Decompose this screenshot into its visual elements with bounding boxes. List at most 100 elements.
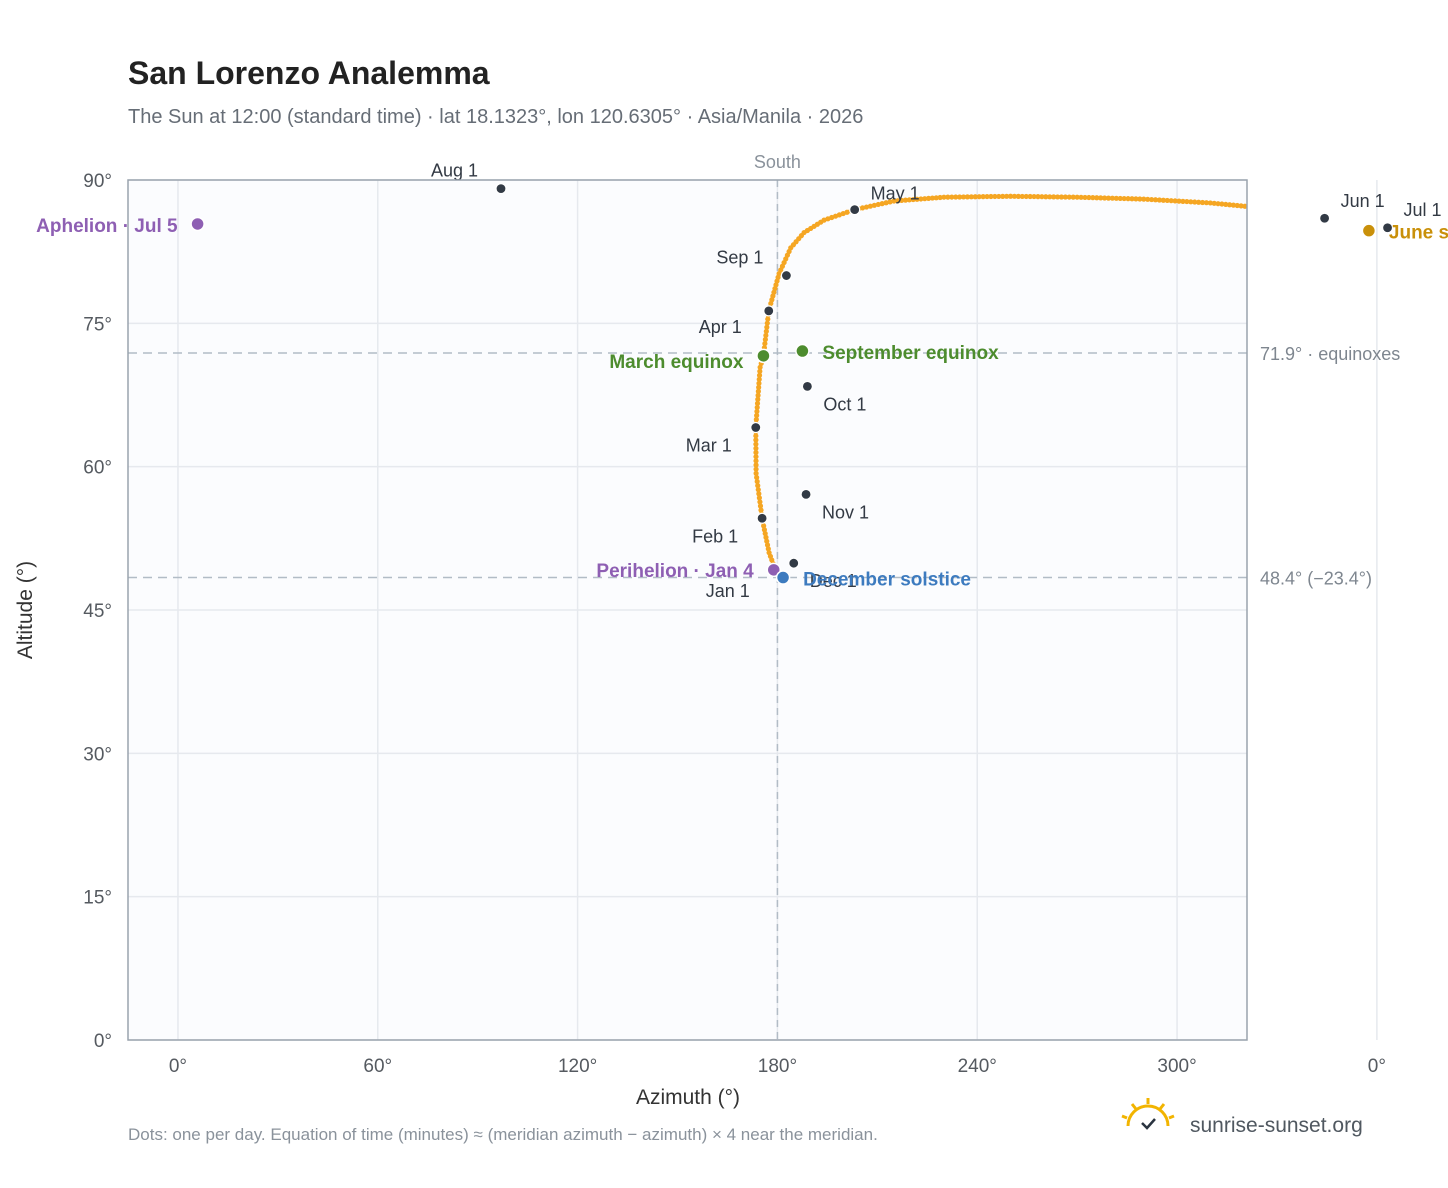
daily-dot [1180,198,1186,204]
daily-dot [960,194,967,200]
daily-dot [1160,197,1166,203]
x-tick-label: 240° [958,1056,997,1077]
daily-path [753,193,1248,574]
daily-dot [937,194,943,201]
month-label: Sep 1 [716,248,763,268]
daily-dot [1000,193,1006,199]
month-marker [756,512,768,524]
x-tick-label: 0° [1368,1056,1386,1077]
daily-dot [753,441,759,447]
daily-dot [887,199,893,205]
daily-dot [1082,194,1088,201]
daily-dot [758,507,764,513]
daily-dot [1211,200,1217,206]
daily-dot [1207,200,1213,206]
daily-dot [1188,199,1194,205]
reference-line-label: 48.4° (−23.4°) [1260,569,1372,589]
daily-dot [1109,195,1116,201]
daily-dot [1164,197,1170,204]
month-marker [801,380,813,392]
event-label: June solstice [1389,223,1448,244]
daily-dot [1074,194,1080,200]
daily-dot [1011,193,1018,199]
daily-dot [976,194,982,200]
daily-dot [1086,194,1092,201]
daily-dot [1168,198,1174,204]
event-marker [795,343,810,359]
x-tick-label: 60° [363,1056,392,1077]
daily-dot [753,454,759,460]
daily-dot [891,198,897,204]
daily-dot [753,416,759,423]
daily-dot [1137,196,1143,202]
daily-dot [755,392,761,398]
daily-dot [906,197,912,203]
daily-dot [1078,194,1084,200]
daily-dot [1094,195,1100,201]
x-tick-label: 0° [169,1056,187,1077]
month-markers: Jan 1 Feb 1 Mar 1 Apr 1 May 1 Jun 1 Jul 1 Aug 1… [431,161,1442,601]
daily-dot [949,194,955,200]
chart-subtitle: The Sun at 12:00 (standard time) · lat 1… [128,106,863,128]
daily-dot [753,466,759,472]
daily-dot [945,194,951,200]
month-marker [763,305,775,317]
daily-dot [753,462,759,468]
month-marker [849,204,861,216]
daily-dot [1070,194,1076,200]
daily-dot [765,316,771,322]
month-label: Oct 1 [823,394,866,414]
event-marker [756,348,771,364]
daily-dot [972,194,978,200]
chart-title: San Lorenzo Analemma [128,55,490,91]
daily-dot [753,449,759,456]
y-axis-label: Altitude (°) [14,561,37,659]
daily-dot [1101,195,1108,201]
daily-dot [879,201,885,207]
daily-dot [754,400,761,407]
daily-dot [762,340,768,347]
daily-dot [914,196,920,202]
daily-dot [1105,195,1112,201]
y-axis-ticks: 0° 15° 30° 45° 60° 75° 90° [83,171,112,1052]
daily-dot [1129,196,1135,202]
daily-dot [902,197,909,203]
daily-dot [1176,198,1182,204]
daily-dot [918,196,924,202]
daily-dot [871,202,877,208]
month-label: Jul 1 [1404,200,1442,220]
daily-dot [1015,193,1021,199]
daily-dot [899,197,905,204]
daily-dot [1215,201,1221,207]
daily-dot [957,194,963,200]
daily-dot [910,196,916,203]
daily-dot [756,372,763,378]
daily-dot [753,433,759,439]
daily-dot [1226,202,1233,208]
meridian-label: South [754,152,801,172]
daily-dot [925,195,932,201]
daily-dot [1035,194,1041,200]
daily-dot [753,458,759,464]
daily-dot [859,205,866,211]
event-label: March equinox [609,352,744,373]
month-marker [1381,222,1394,234]
month-label: May 1 [871,184,920,204]
daily-dot [968,194,974,200]
daily-dot [1192,199,1198,205]
y-tick-label: 15° [83,888,112,909]
month-label: Jun 1 [1341,191,1385,211]
event-label: December solstice [803,570,971,591]
sun-check-icon [1121,1098,1175,1130]
daily-dot [1196,199,1202,205]
y-tick-label: 0° [94,1031,112,1052]
daily-dot [1051,194,1057,200]
event-marker [1361,223,1377,238]
daily-dot [753,437,759,443]
daily-dot [757,503,764,509]
month-label: Feb 1 [692,526,738,546]
daily-dot [929,195,936,201]
daily-dot [1098,195,1104,201]
daily-dot [1141,196,1147,202]
event-label: Aphelion · Jul 5 [36,216,178,237]
